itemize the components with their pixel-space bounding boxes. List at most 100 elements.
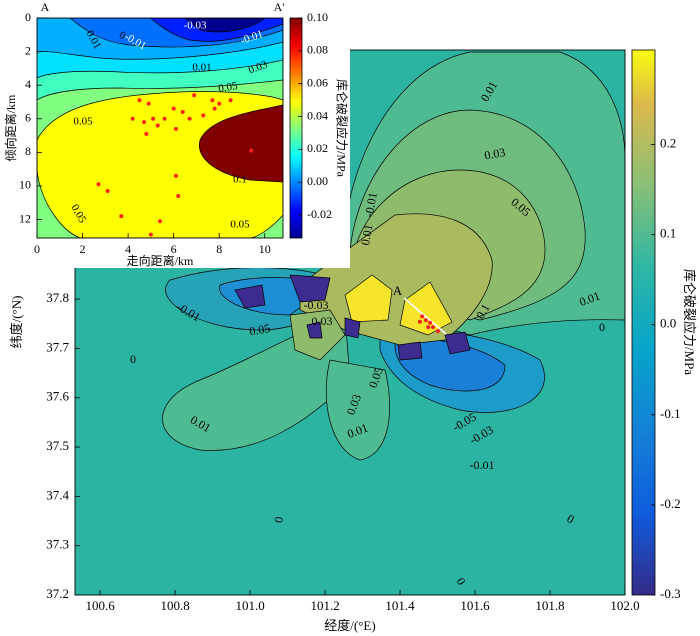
event-point	[173, 126, 178, 131]
event-point	[142, 120, 147, 125]
x-axis-label: 走向距离/km	[127, 253, 194, 268]
colorbar-tick-label: -0.3	[660, 586, 681, 601]
x-tick-label: 101.6	[460, 598, 490, 613]
y-tick-label: 12	[19, 211, 31, 225]
contour-label: -0.01	[470, 458, 495, 472]
y-tick-label: 6	[25, 111, 31, 125]
y-tick-label: 37.5	[46, 438, 69, 453]
x-tick-label: 101.2	[310, 598, 339, 613]
event-point	[180, 110, 185, 115]
contour-label: 0.01	[345, 421, 370, 441]
contour-label: 0.05	[248, 321, 271, 338]
colorbar-tick-label: 0.02	[307, 141, 328, 155]
event-point	[137, 98, 142, 103]
event-point	[201, 113, 206, 118]
contour-label: 0	[117, 29, 128, 42]
event-point	[146, 101, 151, 106]
contour-region	[325, 359, 390, 461]
profile-label: A'	[274, 0, 285, 14]
event-point	[431, 325, 436, 330]
profile-line	[403, 297, 447, 335]
y-tick-label: 2	[25, 43, 31, 57]
event-point	[210, 98, 215, 103]
colorbar-tick-label: 0.1	[660, 226, 676, 241]
event-point	[119, 214, 124, 219]
x-tick-label: 101.0	[235, 598, 264, 613]
colorbar-tick-label: 0.0	[660, 316, 676, 331]
contour-label: 0.01	[577, 289, 602, 309]
colorbar-tick-label: 0.00	[307, 174, 328, 188]
y-tick-label: 10	[19, 178, 31, 192]
contour-region	[397, 341, 423, 361]
y-tick-label: 0	[25, 10, 31, 24]
event-point	[426, 325, 431, 330]
event-point	[144, 131, 149, 136]
profile-label: A	[393, 283, 403, 298]
contour-label: 0.05	[217, 80, 239, 95]
event-point	[96, 182, 101, 187]
event-point	[212, 106, 217, 111]
contour-label: 0.03	[312, 314, 333, 328]
event-point	[192, 93, 197, 98]
contour-label: -0.01	[362, 191, 380, 218]
colorbar-tick-label: 0.06	[307, 75, 328, 89]
y-tick-label: 37.6	[46, 389, 69, 404]
contour-region	[234, 284, 266, 309]
colorbar-tick-label: 0.08	[307, 43, 328, 57]
contour-label: 0.05	[366, 365, 386, 390]
x-tick-label: 101.8	[535, 598, 564, 613]
colorbar	[631, 49, 656, 596]
x-tick-label: 102.0	[610, 598, 639, 613]
colorbar-tick-label: -0.2	[660, 496, 681, 511]
colorbar-tick-label: 0.2	[660, 136, 676, 151]
y-tick-label: 37.4	[46, 487, 69, 502]
y-axis-label: 纬度/(°N)	[9, 296, 24, 349]
colorbar-tick-label: 0.10	[307, 10, 328, 24]
y-axis-label: 倾向距离/km	[3, 94, 18, 161]
contour-label: 0.05	[73, 116, 93, 128]
contour-label: 0.03	[344, 392, 364, 417]
contour-label: 0.05	[230, 219, 250, 231]
plot-frame	[36, 17, 284, 239]
event-point	[130, 116, 135, 121]
y-tick-label: 4	[25, 77, 31, 91]
contour-region	[289, 274, 331, 303]
x-tick-label: 10	[259, 242, 271, 256]
event-point	[435, 329, 440, 334]
event-point	[171, 106, 176, 111]
x-tick-label: 2	[80, 242, 86, 256]
contour-region	[444, 331, 471, 355]
event-point	[228, 98, 233, 103]
y-tick-label: 37.8	[46, 290, 69, 305]
contour-label: 0	[599, 320, 605, 334]
event-point	[217, 101, 222, 106]
contour-region	[306, 321, 323, 339]
event-point	[155, 123, 160, 128]
contour-region	[199, 104, 283, 183]
x-tick-label: 101.4	[385, 598, 415, 613]
x-tick-label: 0	[34, 242, 40, 256]
event-point	[417, 319, 422, 324]
y-tick-label: 37.7	[46, 339, 69, 354]
event-point	[187, 116, 192, 121]
event-point	[105, 188, 110, 193]
contour-label: 0	[271, 516, 286, 524]
event-point	[162, 116, 167, 121]
event-point	[249, 148, 254, 153]
contour-label: 0.01	[192, 62, 211, 74]
event-point	[148, 232, 153, 237]
profile-label: A	[41, 0, 50, 14]
contour-label: 0.01	[358, 223, 375, 246]
x-tick-label: 100.6	[85, 598, 115, 613]
contour-label: 0.1	[473, 301, 493, 321]
x-tick-label: 4	[125, 242, 131, 256]
inset-contour-fill: -0.03-0.01 -0.010.01 00.01 0.030.050.050.10…	[37, 18, 283, 238]
event-point	[176, 194, 181, 199]
y-tick-label: 37.3	[46, 537, 69, 552]
colorbar-tick-label: -0.02	[307, 207, 332, 221]
event-point	[420, 314, 425, 319]
y-tick-label: 37.2	[46, 586, 69, 601]
colorbar	[289, 17, 303, 239]
inset: -0.03-0.01 -0.010.01 00.01 0.030.050.050.10…	[0, 0, 350, 268]
